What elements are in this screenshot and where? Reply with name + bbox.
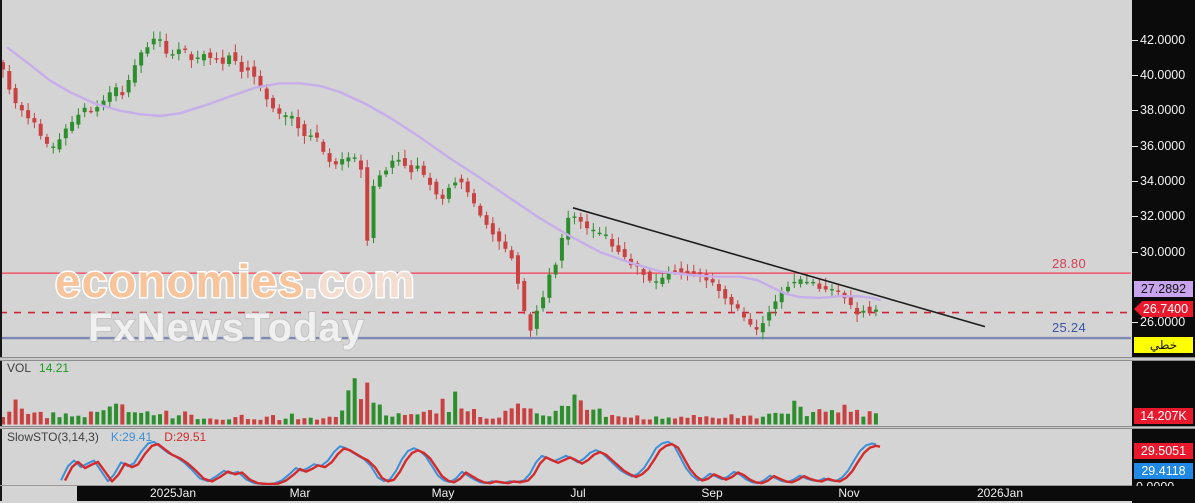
volume-indicator-label: VOL 14.21 xyxy=(7,361,69,375)
price-axis-label: 34.0000 xyxy=(1132,173,1195,189)
time-axis-label: 2026Jan xyxy=(976,486,1024,500)
stochastic-d-badge: 29.5051 xyxy=(1134,443,1193,459)
watermark-brand: economies.com xyxy=(55,255,416,307)
stochastic-indicator-label: SlowSTO(3,14,3) K:29.41 D:29.51 xyxy=(7,430,206,444)
stochastic-k-badge: 29.4118 xyxy=(1134,463,1193,479)
watermark-brand-suffix: .com xyxy=(304,255,415,307)
ma-value-badge: 27.2892 xyxy=(1134,281,1193,297)
time-axis-top-border xyxy=(0,485,1132,486)
watermark-brand-main: economies xyxy=(55,255,304,307)
volume-bars-group xyxy=(1,378,878,425)
time-axis-label: May xyxy=(431,486,455,500)
last-price-badge: 26.7400 xyxy=(1134,301,1193,317)
price-axis-label: 42.0000 xyxy=(1132,32,1195,48)
time-axis-label: Mar xyxy=(289,486,311,500)
price-axis-label: 38.0000 xyxy=(1132,102,1195,118)
panel-splitter-stochastic[interactable] xyxy=(0,426,1195,429)
axis-tick xyxy=(1132,181,1138,183)
axis-tick xyxy=(1132,110,1138,112)
stochastic-d-value: D:29.51 xyxy=(164,430,207,444)
resistance-price-label: 28.80 xyxy=(1051,256,1086,271)
window-left-border xyxy=(0,0,2,501)
support-price-label: 25.24 xyxy=(1051,320,1086,335)
volume-label-text: VOL xyxy=(7,361,32,375)
axis-tick xyxy=(1132,216,1138,218)
volume-value: 14.21 xyxy=(39,361,70,375)
moving-average-line xyxy=(6,46,882,302)
price-axis-panel: 27.2892 26.7400 خطي 14.207K 29.5051 29.4… xyxy=(1132,0,1195,503)
time-axis-label: Jul xyxy=(570,486,586,500)
price-axis-label: 26.0000 xyxy=(1132,314,1195,330)
volume-value-badge: 14.207K xyxy=(1134,408,1193,424)
scale-type-badge[interactable]: خطي xyxy=(1134,337,1193,353)
axis-tick xyxy=(1132,252,1138,254)
stochastic-d-line xyxy=(63,442,881,486)
axis-tick xyxy=(1132,40,1138,42)
stochastic-k-line xyxy=(60,440,877,486)
time-axis-label: Nov xyxy=(838,486,860,500)
price-axis-label: 40.0000 xyxy=(1132,67,1195,83)
time-axis-label: 2025Jan xyxy=(149,486,197,500)
stochastic-k-value: K:29.41 xyxy=(110,430,153,444)
axis-tick xyxy=(1132,75,1138,77)
price-axis-label: 36.0000 xyxy=(1132,138,1195,154)
descending-trendline[interactable] xyxy=(572,207,986,328)
panel-splitter-volume[interactable] xyxy=(0,357,1195,361)
price-axis-label: 32.0000 xyxy=(1132,208,1195,224)
axis-tick xyxy=(1132,322,1138,324)
stochastic-label-text: SlowSTO(3,14,3) xyxy=(7,430,99,444)
time-axis-panel: 2025Jan Mar May Jul Sep Nov 2026Jan xyxy=(77,486,1195,501)
time-axis-label: Sep xyxy=(701,486,723,500)
price-axis-label: 30.0000 xyxy=(1132,244,1195,260)
axis-tick xyxy=(1132,146,1138,148)
watermark-tagline: FxNewsToday xyxy=(88,306,365,350)
